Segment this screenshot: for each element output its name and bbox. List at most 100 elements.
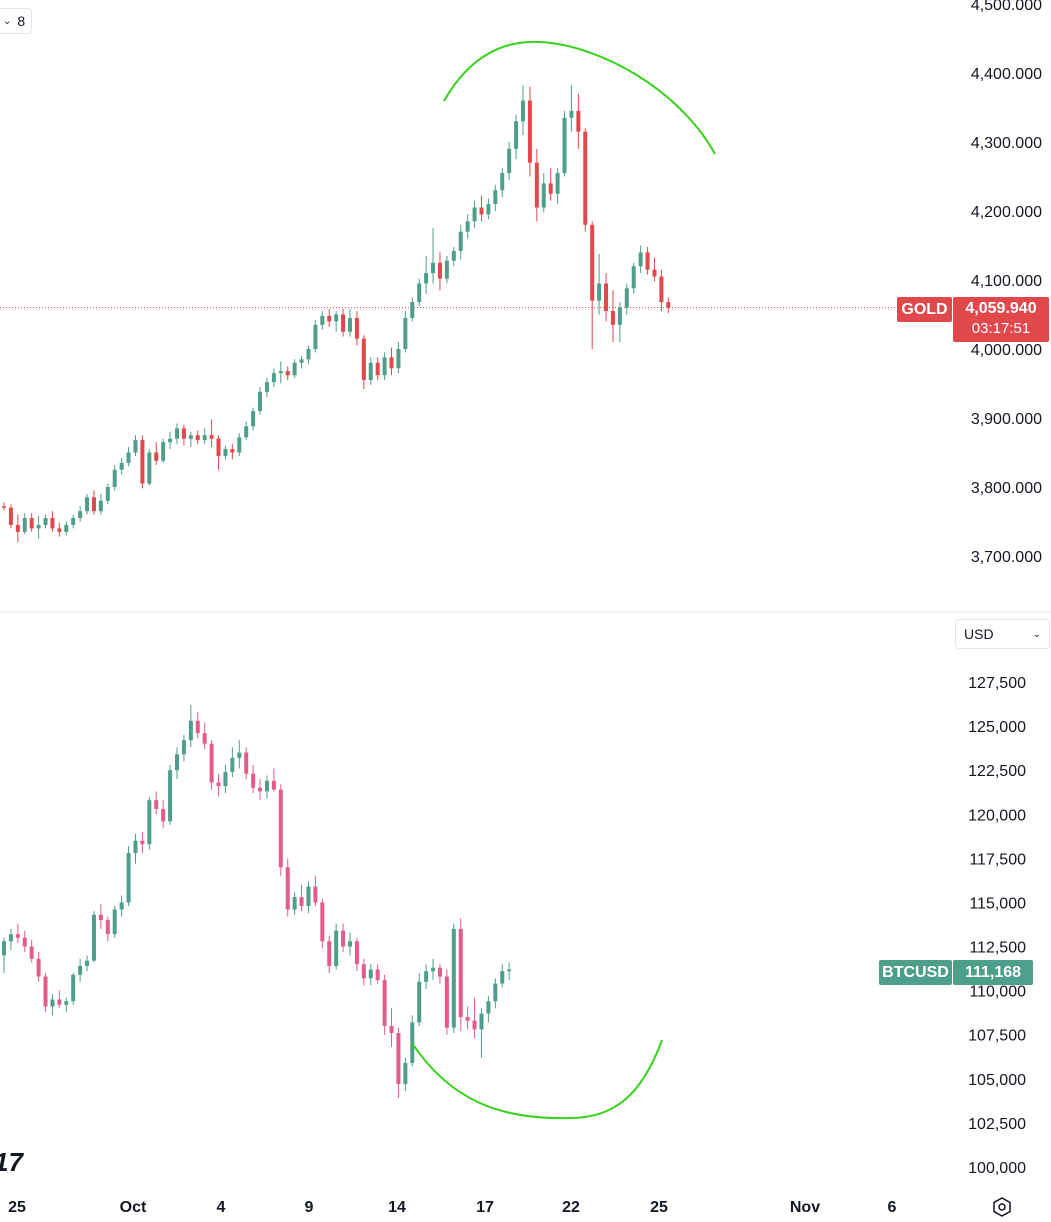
candle[interactable] [562, 110, 567, 177]
candle[interactable] [299, 884, 304, 912]
candle[interactable] [8, 504, 13, 529]
candle[interactable] [126, 846, 131, 906]
candle[interactable] [29, 939, 34, 963]
candle[interactable] [216, 773, 221, 797]
candle[interactable] [216, 435, 221, 470]
time-axis[interactable]: 25 Oct 4 9 14 17 22 25 Nov 6 [8, 1199, 896, 1216]
candle[interactable] [98, 493, 103, 515]
candle[interactable] [168, 431, 173, 450]
candle[interactable] [382, 974, 387, 1035]
candle[interactable] [320, 311, 325, 330]
candle[interactable] [209, 740, 214, 790]
candle[interactable] [258, 779, 263, 801]
candle[interactable] [514, 114, 519, 160]
candle[interactable] [161, 800, 166, 829]
candle[interactable] [112, 464, 117, 491]
candle[interactable] [251, 764, 256, 794]
candle[interactable] [181, 424, 186, 446]
candle[interactable] [527, 86, 532, 177]
candle[interactable] [209, 419, 214, 447]
candle[interactable] [313, 876, 318, 906]
candle[interactable] [382, 352, 387, 381]
candle[interactable] [299, 355, 304, 369]
candle[interactable] [334, 923, 339, 970]
candle[interactable] [285, 366, 290, 381]
candle[interactable] [223, 764, 228, 794]
candle[interactable] [271, 768, 276, 792]
candle[interactable] [147, 796, 152, 850]
candle[interactable] [479, 195, 484, 222]
candle[interactable] [583, 128, 588, 232]
currency-select[interactable]: USD ⌄ [955, 619, 1050, 649]
candle[interactable] [624, 283, 629, 315]
candle[interactable] [85, 493, 90, 515]
candle[interactable] [458, 224, 463, 260]
candle[interactable] [140, 435, 145, 489]
candle[interactable] [569, 85, 574, 132]
candle[interactable] [410, 1015, 415, 1067]
candle[interactable] [354, 937, 359, 972]
candle[interactable] [2, 937, 6, 973]
candle[interactable] [320, 898, 325, 949]
candle[interactable] [534, 148, 539, 222]
candle[interactable] [479, 1008, 484, 1058]
candle[interactable] [85, 955, 90, 972]
candle[interactable] [652, 257, 657, 282]
candle[interactable] [71, 973, 76, 1005]
candle[interactable] [361, 958, 366, 986]
candle[interactable] [2, 502, 6, 511]
candle[interactable] [278, 784, 283, 876]
candle[interactable] [417, 278, 422, 307]
candle[interactable] [230, 747, 235, 778]
collapse-button[interactable]: ⌄ 8 [0, 8, 32, 34]
candle[interactable] [154, 442, 159, 465]
candle[interactable] [43, 973, 48, 1012]
candle[interactable] [493, 184, 498, 211]
candle[interactable] [15, 514, 20, 543]
candle[interactable] [161, 438, 166, 463]
candle[interactable] [576, 93, 581, 149]
candle[interactable] [188, 431, 193, 447]
candle[interactable] [451, 246, 456, 267]
candle[interactable] [437, 252, 442, 291]
candle[interactable] [258, 386, 263, 415]
candle[interactable] [223, 445, 228, 460]
candle[interactable] [396, 1027, 401, 1099]
candle[interactable] [195, 430, 200, 445]
candle[interactable] [431, 228, 436, 284]
candle[interactable] [202, 428, 207, 445]
candle[interactable] [119, 895, 124, 917]
candle[interactable] [437, 964, 442, 984]
gold-pane[interactable]: 4,500.000 4,400.000 4,300.000 4,200.000 4,10… [0, 0, 1042, 566]
candle[interactable] [237, 433, 242, 456]
candle[interactable] [264, 775, 269, 799]
candle[interactable] [521, 85, 525, 136]
candle[interactable] [140, 831, 145, 854]
candle[interactable] [354, 311, 359, 346]
candle[interactable] [175, 423, 179, 445]
candle[interactable] [486, 995, 491, 1023]
candle[interactable] [188, 704, 193, 748]
candle[interactable] [645, 246, 650, 275]
candle[interactable] [507, 142, 512, 180]
candle[interactable] [278, 361, 283, 384]
candle[interactable] [98, 904, 103, 929]
candle[interactable] [29, 513, 34, 532]
candle[interactable] [64, 521, 69, 536]
candle[interactable] [71, 514, 76, 529]
candle[interactable] [341, 308, 346, 337]
candle[interactable] [175, 747, 179, 779]
candle[interactable] [348, 932, 352, 956]
candle[interactable] [444, 255, 449, 284]
candle[interactable] [43, 514, 48, 529]
candle[interactable] [458, 918, 463, 1032]
candle[interactable] [264, 377, 269, 398]
candle[interactable] [610, 290, 615, 343]
candle[interactable] [36, 515, 41, 539]
candle[interactable] [50, 511, 55, 532]
candle[interactable] [64, 997, 69, 1012]
candle[interactable] [230, 444, 235, 460]
candle[interactable] [57, 522, 62, 537]
candle[interactable] [244, 421, 249, 441]
